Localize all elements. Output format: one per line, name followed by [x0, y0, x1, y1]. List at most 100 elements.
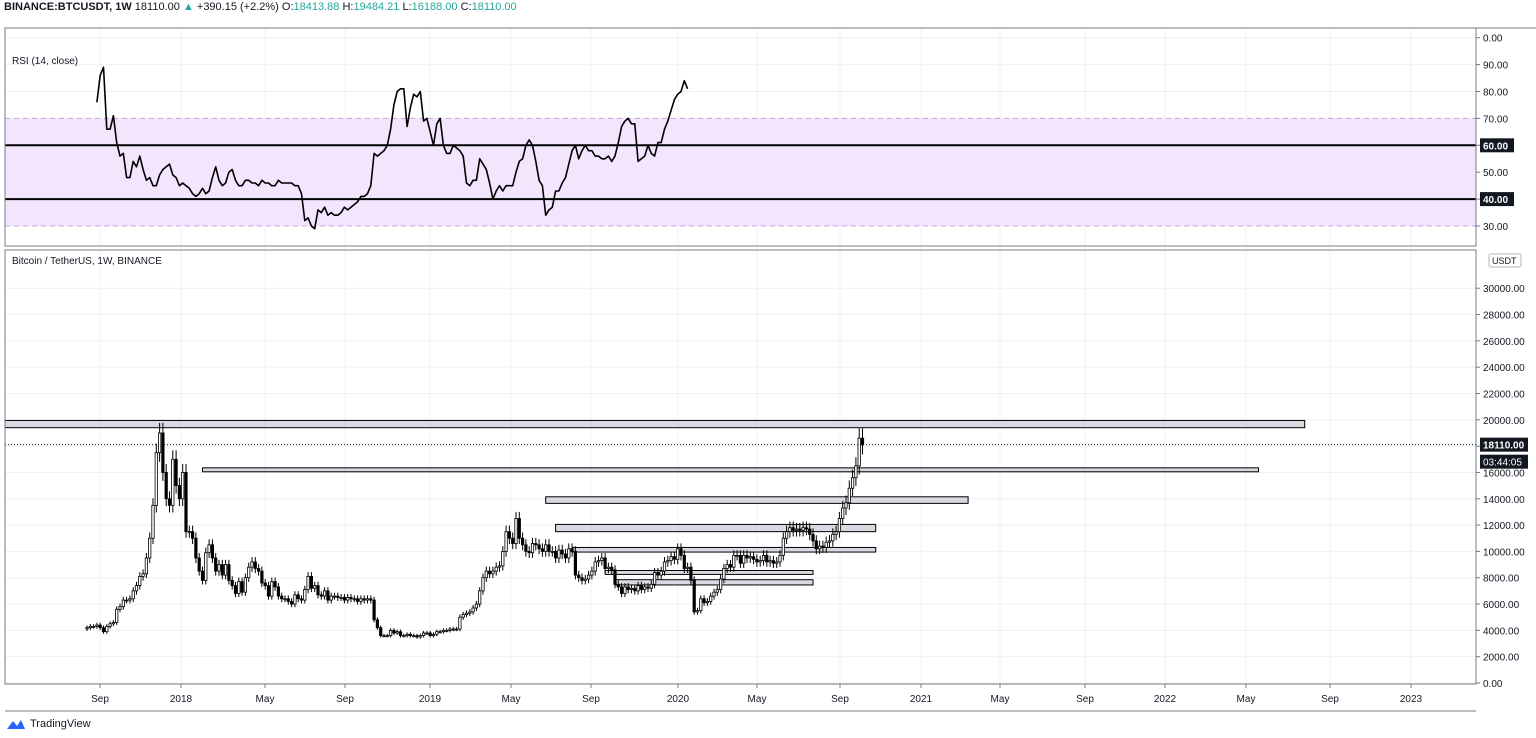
candle-body: [596, 560, 601, 563]
candle-body: [804, 527, 809, 530]
candle-body: [629, 587, 634, 590]
interval-label[interactable]: 1W: [115, 1, 132, 13]
candle-body: [134, 585, 139, 592]
candle-body: [560, 549, 564, 555]
price-zone: [571, 546, 877, 553]
candle-body: [296, 594, 300, 600]
candle-body: [580, 577, 584, 581]
candle-body: [610, 566, 614, 571]
candle-body: [712, 591, 716, 597]
candle-body: [167, 498, 172, 506]
candle-body: [738, 554, 743, 564]
candle-body: [342, 597, 347, 601]
candle-body: [775, 561, 779, 564]
candle-body: [801, 527, 805, 531]
time-axis[interactable]: Sep 2018 May Sep 2019 May Sep 2020 May Sep 2021 May…: [5, 683, 1476, 705]
candle-body: [157, 432, 162, 454]
time-axis-label: 2019: [419, 694, 442, 705]
candle-body: [428, 632, 432, 637]
rsi-axis-label: 70.00: [1483, 114, 1508, 125]
low-value: 16188.00: [411, 1, 458, 13]
candle-body: [187, 531, 191, 534]
candle-body: [92, 626, 96, 628]
candle-body: [161, 432, 165, 473]
candle-body: [220, 564, 224, 576]
candle-body: [530, 543, 535, 554]
candle-body: [174, 458, 178, 486]
time-axis-label: 2018: [170, 694, 193, 705]
candle-body: [372, 599, 376, 621]
currency-badge: [1488, 253, 1522, 268]
countdown-badge: [1480, 454, 1528, 469]
candle-body: [105, 626, 109, 633]
candle-body: [85, 627, 89, 630]
high-label: H:: [342, 1, 354, 13]
candle-body: [332, 595, 337, 598]
candle-body: [484, 570, 488, 579]
candle-body: [646, 586, 650, 589]
last-price: 18110.00: [134, 1, 180, 13]
change-value: +390.15 (+2.2%): [196, 1, 279, 13]
rsi-axis-label: 0.00: [1483, 34, 1503, 45]
price-axis[interactable]: 0.00 90.00 80.00 70.00 60.00 50.00 40.00 30.00 3…: [1476, 34, 1528, 690]
rsi-line-series: [96, 66, 689, 230]
candle-body: [547, 544, 551, 552]
price-axis-label: 30000.00: [1483, 284, 1525, 295]
candle-body: [563, 553, 568, 559]
candle-body: [491, 570, 495, 575]
candle-body: [573, 551, 578, 576]
candle-body: [590, 570, 594, 576]
candle-body: [243, 577, 247, 593]
candle-body: [266, 585, 271, 597]
candle-body: [299, 598, 304, 601]
candle-body: [814, 540, 818, 550]
candle-body: [431, 633, 436, 637]
candle-body: [461, 614, 465, 618]
candle-body: [603, 557, 607, 569]
pane-labels: RSI (14, close) Bitcoin / TetherUS, 1W, …: [12, 56, 162, 267]
candle-body: [319, 594, 323, 597]
candle-body: [108, 623, 112, 627]
price-axis-label: 14000.00: [1483, 495, 1525, 506]
candle-body: [214, 557, 218, 572]
candle-body: [791, 527, 795, 531]
candle-body: [286, 598, 290, 602]
change-arrow-icon: ▲: [182, 1, 194, 13]
countdown-label: 03:44:05: [1483, 458, 1522, 469]
candle-body: [164, 472, 168, 500]
candle-body: [719, 578, 723, 590]
candle-body: [415, 635, 419, 638]
candle-body: [765, 554, 769, 563]
tradingview-branding[interactable]: TradingView: [6, 718, 91, 730]
candle-body: [385, 635, 389, 638]
time-axis-label: 2022: [1154, 694, 1177, 705]
price-axis-label: 22000.00: [1483, 389, 1525, 400]
candle-body: [517, 518, 521, 539]
candle-body: [851, 477, 855, 489]
candle-body: [623, 586, 627, 594]
candle-body: [336, 595, 340, 598]
candle-body: [636, 585, 640, 592]
rsi-axis-label: 30.00: [1483, 222, 1508, 233]
candle-body: [425, 632, 429, 635]
candle-body: [699, 598, 703, 612]
candle-body: [309, 576, 314, 589]
price-axis-label: 16000.00: [1483, 468, 1525, 479]
symbol-name[interactable]: BINANCE:BTCUSDT: [4, 1, 110, 13]
rsi-level-label: 40.00: [1483, 195, 1508, 206]
candle-body: [204, 552, 208, 581]
candle-body: [577, 574, 581, 579]
price-zone: [604, 569, 814, 575]
candle-body: [98, 624, 102, 629]
time-axis-label: May: [1237, 694, 1256, 705]
candle-body: [643, 586, 647, 590]
candle-body: [626, 586, 630, 590]
time-axis-label: Sep: [582, 694, 600, 705]
candle-body: [408, 633, 413, 637]
candle-body: [194, 537, 198, 559]
candle-body: [669, 556, 673, 562]
candle-body: [682, 554, 686, 569]
candle-body: [435, 631, 439, 635]
candle-body: [844, 502, 848, 509]
